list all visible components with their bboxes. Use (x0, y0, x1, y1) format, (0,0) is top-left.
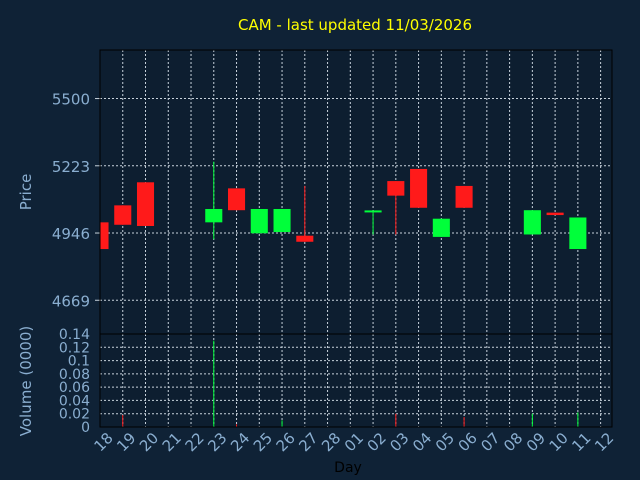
volume-tick-label: 0.1 (68, 354, 90, 370)
candle-body (523, 210, 541, 235)
price-candle (410, 168, 428, 208)
price-candle (228, 188, 246, 211)
volume-frame (99, 333, 613, 428)
chart-title: CAM - last updated 11/03/2026 (238, 16, 472, 34)
price-tick-label: 4669 (52, 292, 90, 310)
day-axis-label: Day (334, 460, 362, 476)
volume-tick-label: 0.06 (59, 380, 90, 396)
candle-body (136, 182, 155, 226)
price-tick-label: 5500 (52, 91, 90, 109)
price-candle (546, 212, 564, 216)
volume-tick-label: 0 (81, 420, 90, 436)
candle-body (546, 212, 564, 216)
price-tick-label: 4946 (52, 225, 90, 243)
price-candle (136, 182, 155, 226)
candle-body (100, 222, 109, 250)
price-panel: 4669 4946 5223 5500 (52, 49, 613, 335)
volume-panel: 00.020.040.060.080.10.120.14181920212223… (59, 327, 618, 455)
price-candle (364, 210, 382, 235)
candle-body (387, 181, 405, 196)
price-axis-label: Price (17, 174, 35, 211)
price-tick-label: 5223 (52, 158, 90, 176)
candle-body (455, 185, 473, 208)
price-candle (205, 161, 223, 240)
price-candle (273, 208, 291, 233)
volume-plot-area (100, 334, 612, 427)
price-candle (296, 185, 314, 242)
price-candle (387, 181, 405, 235)
candle-body (410, 168, 428, 208)
price-candle (432, 218, 450, 237)
candle-body (296, 235, 314, 242)
candle-body (432, 218, 450, 237)
volume-tick-label: 0.12 (59, 340, 90, 356)
candle-body (250, 208, 268, 234)
candle-body (205, 208, 223, 223)
candle-body (228, 188, 246, 211)
price-candle (523, 210, 541, 235)
candle-body (569, 217, 587, 250)
candle-body (273, 208, 291, 233)
price-candle (114, 205, 132, 225)
candle-body (114, 205, 132, 225)
price-candle (250, 208, 268, 234)
volume-tick-label: 0.02 (59, 407, 90, 423)
volume-tick-label: 0.14 (59, 327, 90, 343)
price-plot-area (100, 50, 612, 334)
price-candle (455, 185, 473, 208)
volume-axis-label: Volume (0000) (17, 326, 35, 436)
volume-tick-label: 0.08 (59, 367, 90, 383)
candle-body (364, 210, 382, 213)
price-candle (99, 222, 109, 250)
volume-tick-label: 0.04 (59, 393, 90, 409)
price-candle (569, 217, 587, 250)
